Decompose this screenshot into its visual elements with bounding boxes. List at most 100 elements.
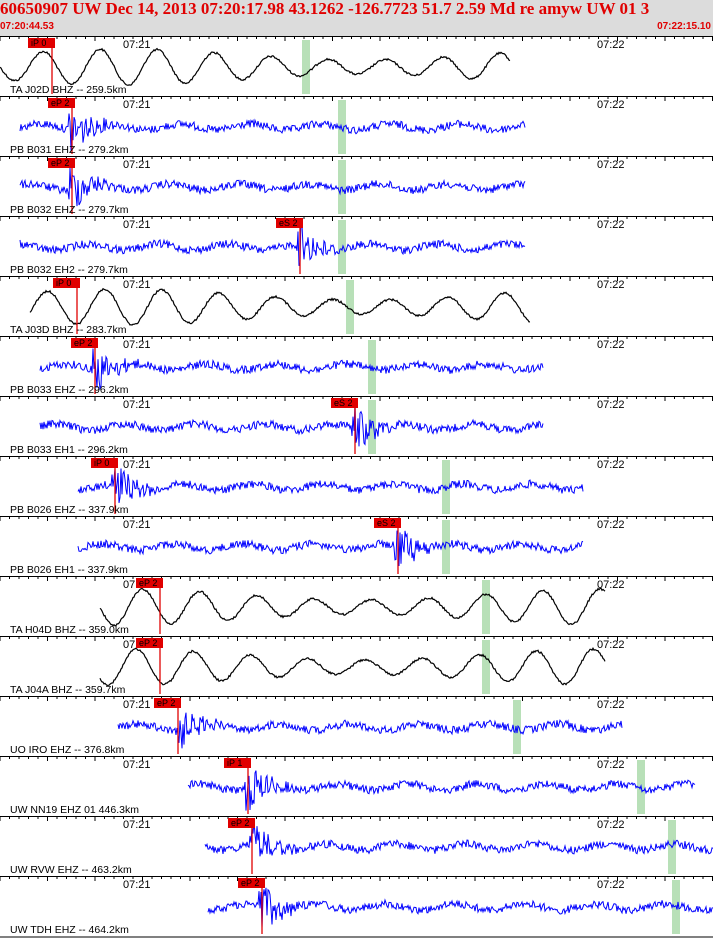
trace-row[interactable]: 07:21 07:22 eS 2 PB B032 EH2 -- 279.7km	[0, 216, 713, 276]
minute-tick-label: 07:22	[597, 99, 625, 111]
minute-tick-label: 07:21	[123, 99, 151, 111]
station-label: PB B031 EHZ -- 279.2km	[10, 144, 129, 156]
arrival-marker	[442, 520, 450, 574]
axis-ticks	[0, 36, 713, 41]
trace-row[interactable]: 07:21 07:22 iP 0 TA J03D BHZ -- 283.7km	[0, 276, 713, 336]
minute-tick-label: 07:21	[123, 879, 151, 891]
minute-tick-label: 07:22	[597, 579, 625, 591]
pick-box[interactable]	[154, 698, 181, 708]
pick-label: eS 2	[377, 518, 396, 528]
axis-ticks	[0, 216, 713, 221]
minute-tick-label: 07:21	[123, 819, 151, 831]
arrival-marker	[442, 460, 450, 514]
pick-box[interactable]	[238, 878, 265, 888]
waveform	[187, 770, 696, 811]
waveform	[204, 821, 713, 857]
pick-label: eP 2	[139, 638, 157, 648]
arrival-marker	[482, 580, 490, 634]
station-label: TA H04D BHZ -- 359.0km	[10, 624, 129, 636]
trace-row[interactable]: 07:21 07:22 eP 2 PB B031 EHZ -- 279.2km	[0, 96, 713, 156]
pick-label: eP 2	[51, 98, 69, 108]
pick-box[interactable]	[136, 638, 163, 648]
waveform	[77, 530, 584, 567]
station-label: PB B032 EH2 -- 279.7km	[10, 264, 128, 276]
event-header: 60650907 UW Dec 14, 2013 07:20:17.98 43.…	[0, 0, 713, 36]
trace-row[interactable]: 07:21 07:22 eP 2 PB B033 EHZ -- 296.2km	[0, 336, 713, 396]
waveform	[99, 587, 606, 627]
pick-box[interactable]	[374, 518, 401, 528]
trace-row[interactable]: 07:21 07:22 iP 1 UW NN19 EHZ 01 446.3km	[0, 756, 713, 816]
arrival-marker	[338, 220, 346, 274]
pick-label: eP 2	[157, 698, 175, 708]
station-label: PB B026 EH1 -- 337.9km	[10, 564, 128, 576]
minute-tick-label: 07:22	[597, 219, 625, 231]
axis-ticks	[0, 396, 713, 401]
arrival-marker	[302, 40, 310, 94]
trace-row[interactable]: 07:21 07:22 eP 2 UO IRO EHZ -- 376.8km	[0, 696, 713, 756]
waveform	[77, 468, 584, 503]
station-label: PB B032 EHZ -- 279.7km	[10, 204, 129, 216]
minute-tick-label: 07:22	[597, 879, 625, 891]
pick-label: iP 0	[94, 458, 109, 468]
pick-label: eS 2	[334, 398, 353, 408]
waveform	[207, 887, 713, 929]
minute-tick-label: 07:21	[123, 759, 151, 771]
arrival-marker	[368, 400, 376, 454]
pick-box[interactable]	[48, 158, 75, 168]
trace-row[interactable]: 07:21 07:22 iP 0 TA J02D BHZ -- 259.5km	[0, 36, 713, 96]
minute-tick-label: 07:21	[123, 39, 151, 51]
pick-box[interactable]	[224, 758, 251, 768]
trace-row[interactable]: 07:21 07:22 iP 0 PB B026 EHZ -- 337.9km	[0, 456, 713, 516]
pick-box[interactable]	[91, 458, 118, 468]
waveform	[19, 167, 526, 207]
waveform	[29, 287, 531, 326]
pick-label: eP 2	[139, 578, 157, 588]
arrival-marker	[482, 640, 490, 694]
waveform	[39, 348, 544, 391]
pick-box[interactable]	[228, 818, 255, 828]
minute-tick-label: 07:22	[597, 39, 625, 51]
minute-tick-label: 07:21	[123, 159, 151, 171]
trace-row[interactable]: 07:21 07:22 eP 2 PB B032 EHZ -- 279.7km	[0, 156, 713, 216]
pick-box[interactable]	[71, 338, 98, 348]
axis-ticks	[0, 876, 713, 881]
minute-tick-label: 07:22	[597, 279, 625, 291]
trace-row[interactable]: 07:21 07:22 eP 2 UW RVW EHZ -- 463.2km	[0, 816, 713, 876]
minute-tick-label: 07:21	[123, 699, 151, 711]
waveform	[39, 403, 544, 447]
pick-label: eP 2	[51, 158, 69, 168]
minute-tick-label: 07:22	[597, 819, 625, 831]
pick-label: iP 0	[31, 38, 46, 48]
minute-tick-label: 07:22	[597, 399, 625, 411]
pick-label: iP 0	[56, 278, 71, 288]
station-label: UW RVW EHZ -- 463.2km	[10, 864, 132, 876]
station-label: PB B033 EHZ -- 296.2km	[10, 384, 129, 396]
trace-row[interactable]: 07:21 07:22 eS 2 PB B033 EH1 -- 296.2km	[0, 396, 713, 456]
pick-box[interactable]	[331, 398, 358, 408]
pick-box[interactable]	[136, 578, 163, 588]
waveform	[19, 220, 526, 267]
pick-box[interactable]	[276, 218, 303, 228]
trace-row[interactable]: 07:21 07:22 eP 2 UW TDH EHZ -- 464.2km	[0, 876, 713, 936]
minute-tick-label: 07:22	[597, 339, 625, 351]
trace-row[interactable]: 07:21 07:22 eS 2 PB B026 EH1 -- 337.9km	[0, 516, 713, 576]
axis-ticks	[0, 276, 713, 281]
pick-box[interactable]	[28, 38, 55, 48]
minute-tick-label: 07:21	[123, 339, 151, 351]
minute-tick-label: 07:22	[597, 639, 625, 651]
pick-box[interactable]	[48, 98, 75, 108]
minute-tick-label: 07:22	[597, 699, 625, 711]
axis-ticks	[0, 636, 713, 641]
axis-ticks	[0, 96, 713, 101]
station-label: TA J03D BHZ -- 283.7km	[10, 324, 127, 336]
axis-ticks	[0, 576, 713, 581]
axis-ticks	[0, 456, 713, 461]
window-end-time: 07:22:15.10	[657, 21, 711, 32]
station-label: UW NN19 EHZ 01 446.3km	[10, 804, 139, 816]
pick-box[interactable]	[53, 278, 80, 288]
minute-tick-label: 07:21	[123, 399, 151, 411]
pick-label: eP 2	[241, 878, 259, 888]
